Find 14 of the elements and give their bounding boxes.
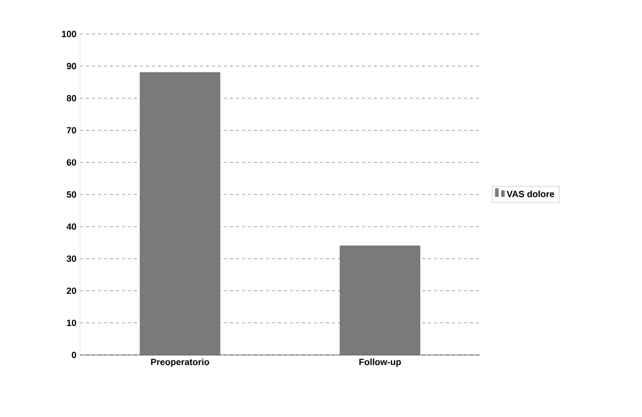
y-tick-label: 80 <box>66 95 76 102</box>
y-tick-label: 40 <box>66 223 76 230</box>
y-tick-label: 30 <box>66 255 76 262</box>
y-tick-label: 20 <box>66 288 76 294</box>
y-tick-label: 50 <box>66 191 76 198</box>
y-tick-label: 60 <box>66 159 76 166</box>
x-tick-label: Follow-up <box>359 358 401 367</box>
legend-label: VAS dolore <box>506 190 554 198</box>
x-tick-label: Preoperatorio <box>151 358 210 367</box>
y-tick-label: 90 <box>66 62 76 70</box>
y-tick-label: 0 <box>72 352 76 358</box>
y-tick-label: 70 <box>66 127 76 134</box>
y-tick-label: 10 <box>67 320 76 326</box>
y-tick-label: 100 <box>62 30 76 38</box>
